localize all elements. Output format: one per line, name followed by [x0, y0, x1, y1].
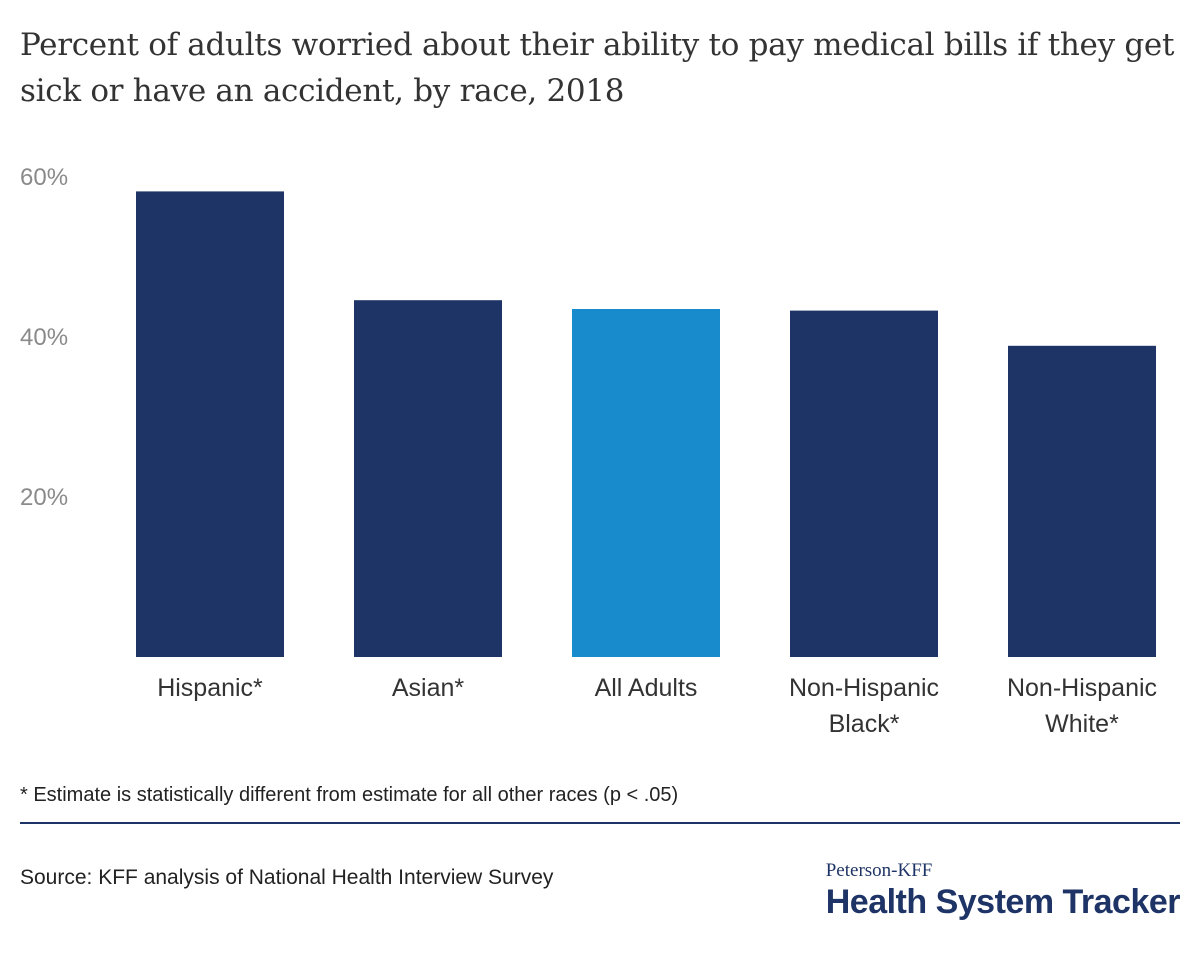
logo-bottom-text: Health System Tracker: [825, 883, 1181, 921]
footnote: * Estimate is statistically different fr…: [20, 784, 679, 806]
divider: [20, 822, 1180, 824]
y-axis-ticks: 20% 40% 60%: [20, 164, 68, 511]
bar: [136, 191, 284, 657]
x-category-label: Hispanic*: [157, 674, 263, 702]
x-category-label: Non-Hispanic: [789, 674, 939, 702]
x-category-label: Non-Hispanic: [1007, 674, 1157, 702]
bar: [354, 300, 502, 657]
x-category-label: All Adults: [595, 674, 698, 702]
y-tick-label: 20%: [20, 484, 68, 511]
logo-top-text: Peterson-KFF: [825, 860, 933, 881]
source-note: Source: KFF analysis of National Health …: [20, 866, 554, 889]
bar: [572, 309, 720, 657]
bar: [1008, 345, 1156, 657]
bars: [136, 191, 1156, 657]
x-category-label: Asian*: [392, 674, 465, 702]
y-tick-label: 40%: [20, 324, 68, 351]
chart-title: Percent of adults worried about their ab…: [20, 27, 1175, 109]
brand-logo: Peterson-KFF Health System Tracker: [825, 860, 1181, 922]
bar-chart: 20% 40% 60% Hispanic* Asian* All Adults Non-H…: [20, 164, 1157, 738]
x-axis-labels: Hispanic* Asian* All Adults Non-Hispanic Bla…: [157, 674, 1157, 738]
x-category-label: Black*: [829, 710, 900, 738]
bar: [790, 310, 938, 657]
x-category-label: White*: [1045, 710, 1119, 738]
y-tick-label: 60%: [20, 164, 68, 191]
